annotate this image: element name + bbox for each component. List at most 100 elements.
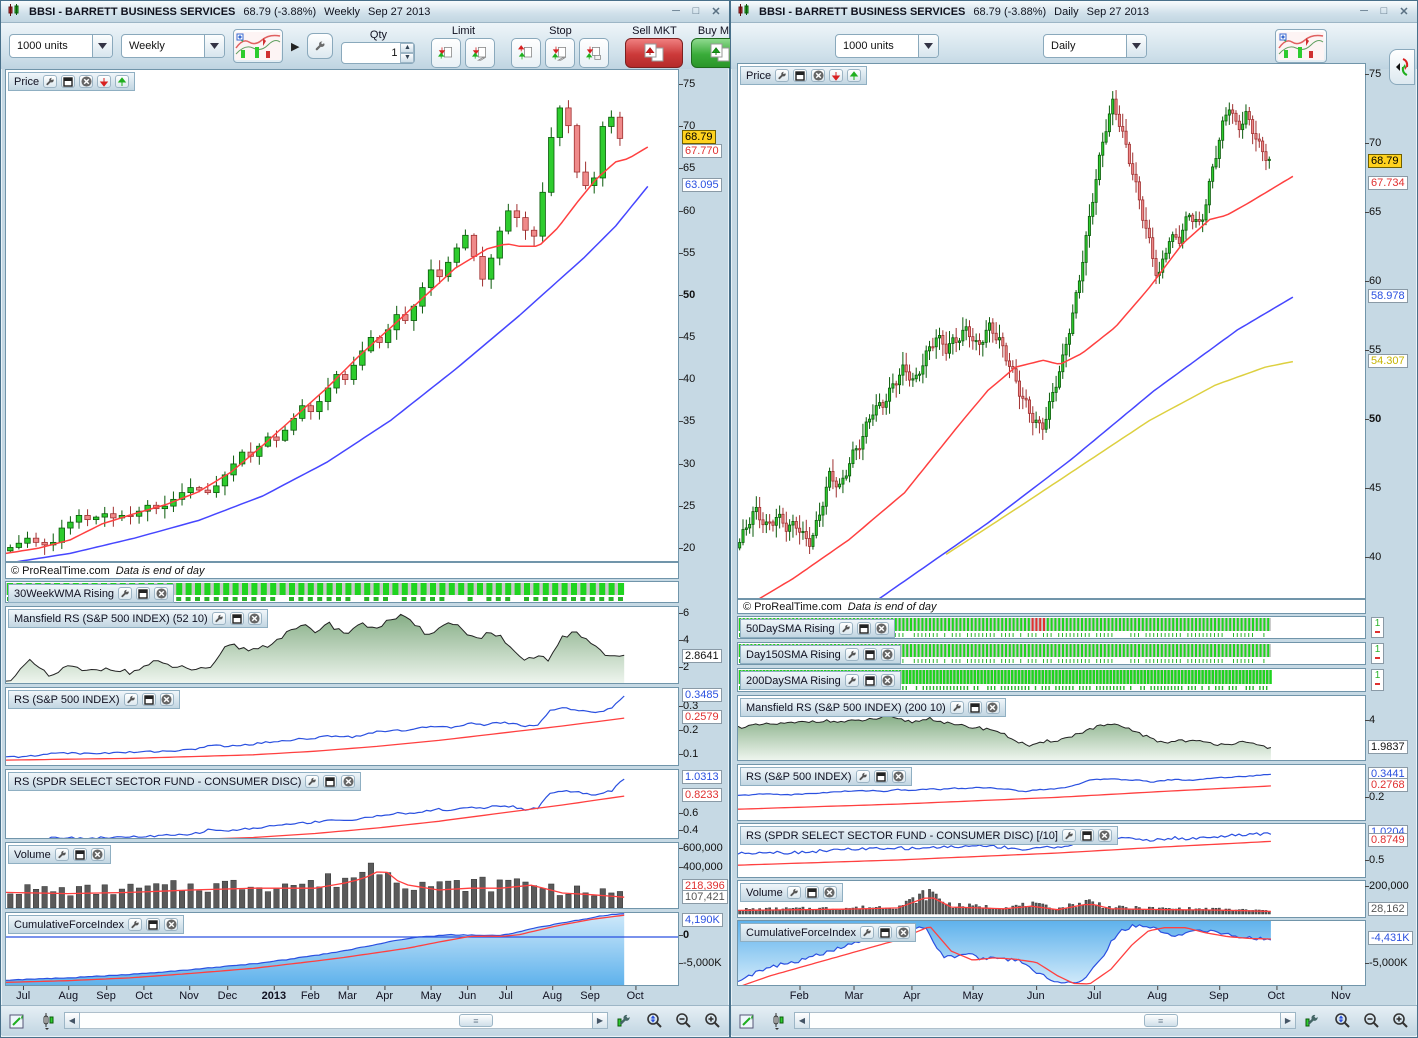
minimize-icon[interactable]: ─ — [672, 5, 680, 17]
close-icon[interactable] — [1097, 829, 1112, 842]
zoom-in-icon[interactable] — [1388, 1009, 1412, 1033]
wrench-icon[interactable] — [855, 770, 870, 783]
mansfield-rs-svg[interactable] — [738, 696, 1365, 760]
scroll-thumb[interactable]: ≡ — [458, 1014, 493, 1027]
time-scrollbar[interactable]: ◀ ≡ ▶ — [794, 1012, 1296, 1029]
duplicate-icon[interactable] — [804, 886, 819, 899]
wrench-icon[interactable] — [54, 848, 69, 861]
close-icon[interactable]: ✕ — [1399, 6, 1409, 18]
arrow-down-red-icon[interactable] — [829, 69, 844, 82]
qty-stepper[interactable]: ▲ ▼ — [400, 42, 415, 63]
close-icon[interactable] — [79, 75, 94, 88]
wrench-icon[interactable] — [860, 926, 875, 939]
wrench-icon[interactable] — [43, 75, 58, 88]
price-chart-svg[interactable] — [738, 64, 1365, 598]
window-titlebar[interactable]: BBSI - BARRETT BUSINESS SERVICES 68.79 (… — [1, 1, 729, 23]
relative-strength-svg[interactable] — [738, 824, 1365, 877]
close-icon[interactable] — [247, 612, 262, 625]
duplicate-icon[interactable] — [146, 918, 161, 931]
sell-market-button[interactable] — [625, 37, 684, 68]
minimize-icon[interactable]: ─ — [1360, 5, 1368, 17]
close-icon[interactable] — [154, 587, 169, 600]
duplicate-icon[interactable] — [793, 69, 808, 82]
arrow-up-green-icon[interactable] — [847, 69, 862, 82]
close-icon[interactable] — [985, 701, 1000, 714]
units-select[interactable]: 1000 units — [9, 34, 113, 58]
scroll-thumb[interactable]: ≡ — [1143, 1014, 1178, 1027]
wrench-icon[interactable] — [305, 775, 320, 788]
close-icon[interactable] — [822, 886, 837, 899]
maximize-icon[interactable]: □ — [1380, 5, 1388, 17]
scroll-track[interactable]: ≡ — [80, 1012, 592, 1029]
drawing-tools-icon[interactable] — [736, 1009, 760, 1033]
duplicate-icon[interactable] — [323, 775, 338, 788]
duplicate-icon[interactable] — [967, 701, 982, 714]
wrench-icon[interactable] — [123, 693, 138, 706]
duplicate-icon[interactable] — [136, 587, 151, 600]
duplicate-icon[interactable] — [72, 848, 87, 861]
chart-style-button[interactable] — [233, 29, 283, 63]
duplicate-icon[interactable] — [61, 75, 76, 88]
volume-svg[interactable] — [6, 843, 678, 908]
wrench-icon[interactable] — [211, 612, 226, 625]
arrow-up-green-icon[interactable] — [115, 75, 130, 88]
drawing-tools-icon[interactable] — [6, 1009, 30, 1033]
chart-style-button[interactable] — [1275, 29, 1327, 63]
wrench-icon[interactable] — [844, 674, 859, 687]
stop-order-button-1[interactable] — [511, 37, 542, 68]
volume-svg[interactable] — [738, 881, 1365, 917]
maximize-icon[interactable]: □ — [692, 5, 700, 17]
wrench-icon[interactable] — [775, 69, 790, 82]
duplicate-icon[interactable] — [856, 622, 871, 635]
qty-input[interactable]: 1 ▲ ▼ — [341, 41, 416, 64]
close-icon[interactable] — [811, 69, 826, 82]
wrench-icon[interactable] — [786, 886, 801, 899]
duplicate-icon[interactable] — [229, 612, 244, 625]
duplicate-icon[interactable] — [1079, 829, 1094, 842]
mansfield-rs-svg[interactable] — [6, 607, 678, 683]
relative-strength-svg[interactable] — [6, 770, 678, 838]
scroll-left-button[interactable]: ◀ — [794, 1012, 810, 1029]
order-settings-wrench-icon[interactable] — [307, 33, 334, 59]
wrench-icon[interactable] — [844, 648, 859, 661]
zoom-out-icon[interactable] — [1359, 1009, 1383, 1033]
price-chart-svg[interactable] — [6, 70, 678, 561]
panel-collapse-toggle[interactable] — [1389, 49, 1415, 85]
wrench-icon[interactable] — [128, 918, 143, 931]
close-icon[interactable] — [90, 848, 105, 861]
display-mode-icon[interactable] — [765, 1009, 789, 1033]
scroll-right-button[interactable]: ▶ — [592, 1012, 608, 1029]
display-mode-icon[interactable] — [35, 1009, 59, 1033]
chart-settings-icon[interactable] — [613, 1009, 637, 1033]
scroll-right-button[interactable]: ▶ — [1280, 1012, 1296, 1029]
close-icon[interactable] — [880, 648, 895, 661]
duplicate-icon[interactable] — [862, 674, 877, 687]
buy-limit-order-button[interactable] — [431, 37, 462, 68]
close-icon[interactable] — [164, 918, 179, 931]
wrench-icon[interactable] — [118, 587, 133, 600]
scroll-left-button[interactable]: ◀ — [64, 1012, 80, 1029]
stop-order-button-3[interactable] — [579, 37, 610, 68]
relative-strength-svg[interactable] — [6, 688, 678, 765]
close-icon[interactable] — [874, 622, 889, 635]
wrench-icon[interactable] — [949, 701, 964, 714]
sell-limit-order-button[interactable] — [465, 37, 496, 68]
close-icon[interactable]: ✕ — [711, 6, 721, 18]
close-icon[interactable] — [880, 674, 895, 687]
cumulative-force-index-svg[interactable] — [6, 913, 678, 985]
window-titlebar[interactable]: BBSI - BARRETT BUSINESS SERVICES 68.79 (… — [731, 1, 1417, 23]
duplicate-icon[interactable] — [141, 693, 156, 706]
zoom-in-icon[interactable] — [700, 1009, 724, 1033]
wrench-icon[interactable] — [838, 622, 853, 635]
duplicate-icon[interactable] — [878, 926, 893, 939]
units-select[interactable]: 1000 units — [835, 34, 939, 58]
zoom-fit-icon[interactable] — [1330, 1009, 1354, 1033]
period-select[interactable]: Daily — [1043, 34, 1147, 58]
close-icon[interactable] — [891, 770, 906, 783]
close-icon[interactable] — [341, 775, 356, 788]
duplicate-icon[interactable] — [873, 770, 888, 783]
toolbar-expander[interactable]: ▶ — [291, 40, 300, 53]
arrow-down-red-icon[interactable] — [97, 75, 112, 88]
wrench-icon[interactable] — [1061, 829, 1076, 842]
time-scrollbar[interactable]: ◀ ≡ ▶ — [64, 1012, 608, 1029]
